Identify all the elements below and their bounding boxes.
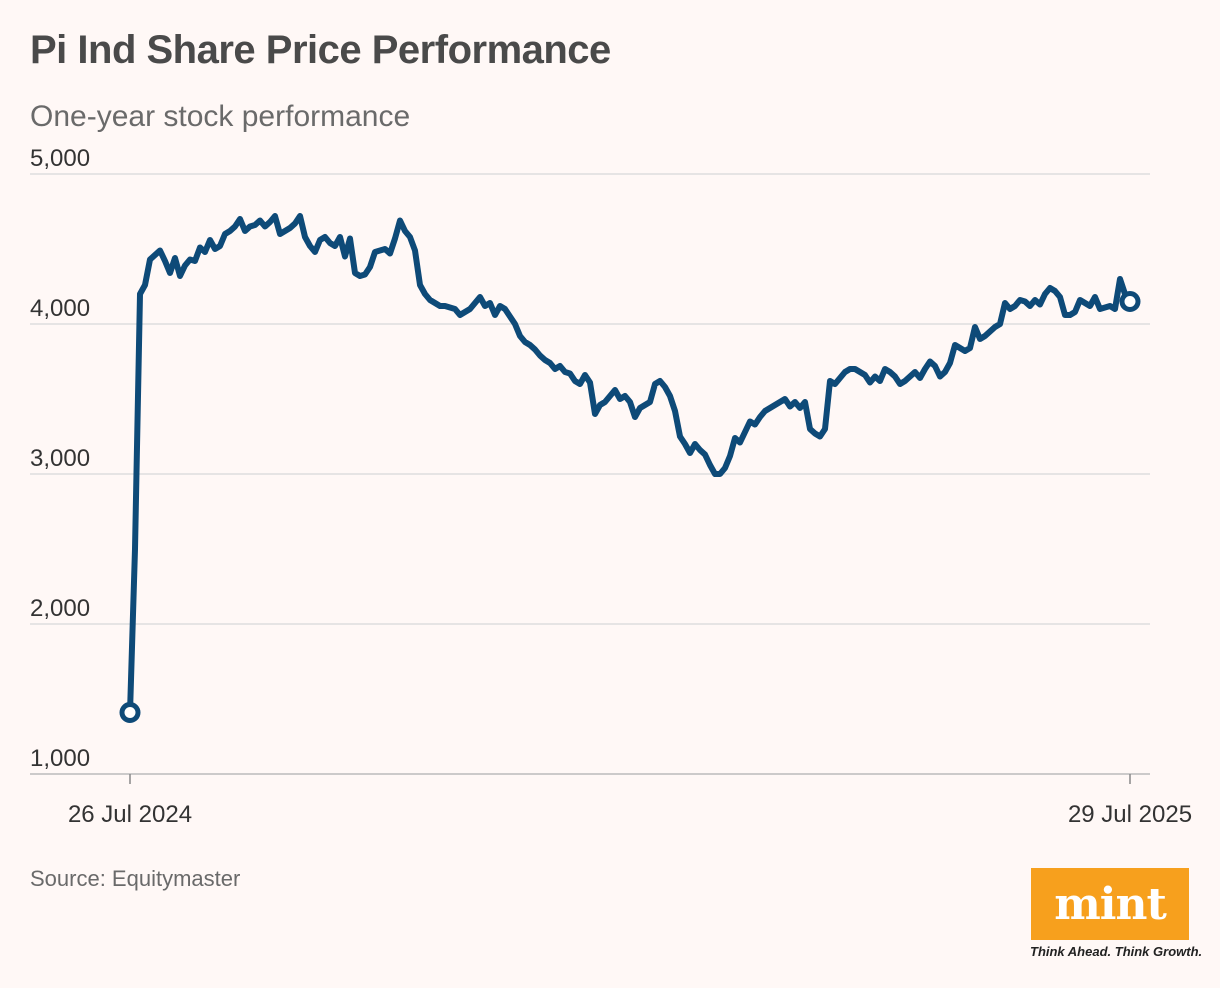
chart-subtitle: One-year stock performance xyxy=(30,100,411,133)
chart-title: Pi Ind Share Price Performance xyxy=(30,28,611,72)
endpoint-marker xyxy=(1119,291,1141,312)
x-tick-label: 29 Jul 2025 xyxy=(1068,801,1192,828)
mint-logo: mint xyxy=(1031,868,1189,940)
series-line-pi-ind xyxy=(127,213,1133,716)
y-tick-label: 5,000 xyxy=(30,145,90,172)
endpoint-marker xyxy=(119,702,141,723)
y-tick-label: 2,000 xyxy=(30,595,90,622)
mint-logo-text: mint xyxy=(1054,878,1167,930)
brand-tagline: Think Ahead. Think Growth. xyxy=(1030,944,1203,959)
y-tick-label: 4,000 xyxy=(30,295,90,322)
y-tick-label: 1,000 xyxy=(30,745,90,772)
y-tick-label: 3,000 xyxy=(30,445,90,472)
source-note: Source: Equitymaster xyxy=(30,866,241,891)
x-tick-label: 26 Jul 2024 xyxy=(68,801,192,828)
